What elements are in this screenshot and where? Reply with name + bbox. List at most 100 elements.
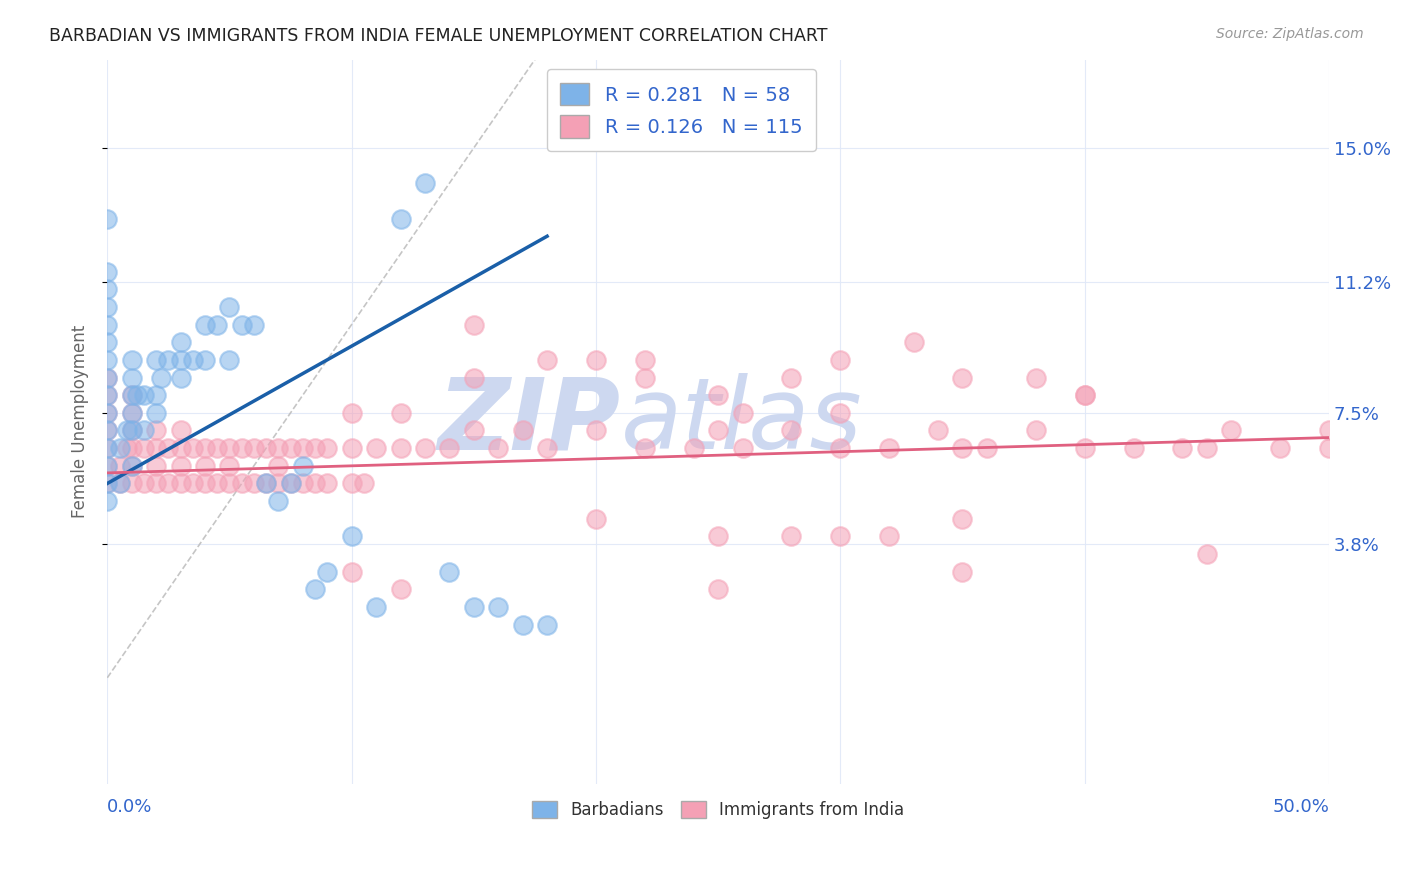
Point (169, 458, 191, 473)
Point (340, 441, 363, 455)
Point (830, 441, 852, 455)
Point (389, 406, 412, 420)
Point (96, 352, 118, 367)
Point (169, 335, 191, 350)
Point (439, 441, 461, 455)
Point (1073, 388, 1095, 402)
Point (304, 582, 326, 597)
Point (585, 512, 607, 526)
Point (536, 441, 558, 455)
Point (952, 441, 974, 455)
Point (291, 476, 314, 491)
Point (132, 441, 155, 455)
Point (463, 424, 485, 438)
Point (512, 424, 534, 438)
Point (280, 476, 302, 491)
Point (439, 565, 461, 579)
Point (96, 300, 118, 314)
Point (830, 352, 852, 367)
Point (218, 300, 240, 314)
Point (121, 476, 143, 491)
Point (877, 441, 900, 455)
Point (121, 406, 143, 420)
Point (280, 441, 302, 455)
Text: ZIP: ZIP (437, 373, 620, 470)
Point (96, 318, 118, 332)
Point (952, 565, 974, 579)
Point (243, 441, 266, 455)
Point (291, 458, 314, 473)
Point (157, 441, 180, 455)
Point (634, 441, 657, 455)
Point (96, 458, 118, 473)
Point (231, 441, 253, 455)
Point (389, 582, 412, 597)
Point (364, 600, 387, 615)
Point (108, 458, 131, 473)
Point (927, 424, 949, 438)
Point (707, 582, 730, 597)
Point (115, 424, 138, 438)
Point (634, 352, 657, 367)
Point (316, 476, 339, 491)
Point (707, 388, 730, 402)
Point (145, 441, 167, 455)
Point (731, 441, 754, 455)
Point (96, 476, 118, 491)
Point (707, 529, 730, 543)
Point (96, 441, 118, 455)
Point (121, 424, 143, 438)
Text: Source: ZipAtlas.com: Source: ZipAtlas.com (1216, 27, 1364, 41)
Point (780, 370, 803, 384)
Point (218, 458, 240, 473)
Point (512, 617, 534, 632)
Point (389, 441, 412, 455)
Point (1171, 441, 1194, 455)
Point (536, 352, 558, 367)
Point (96, 424, 118, 438)
Point (181, 476, 204, 491)
Point (145, 458, 167, 473)
Point (463, 370, 485, 384)
Point (121, 458, 143, 473)
Point (731, 406, 754, 420)
Point (121, 406, 143, 420)
Point (304, 441, 326, 455)
Point (145, 406, 167, 420)
Point (96, 406, 118, 420)
Point (96, 494, 118, 508)
Point (218, 441, 240, 455)
Point (340, 565, 363, 579)
Point (254, 476, 277, 491)
Point (976, 441, 998, 455)
Point (108, 476, 131, 491)
Point (169, 476, 191, 491)
Point (1220, 424, 1243, 438)
Point (1073, 441, 1095, 455)
Point (121, 458, 143, 473)
Point (291, 441, 314, 455)
Point (267, 476, 290, 491)
Point (316, 441, 339, 455)
Point (132, 388, 155, 402)
Point (780, 529, 803, 543)
Point (121, 370, 143, 384)
Point (1073, 388, 1095, 402)
Point (340, 476, 363, 491)
Point (1025, 424, 1047, 438)
Point (463, 318, 485, 332)
Point (267, 494, 290, 508)
Point (121, 352, 143, 367)
Point (181, 441, 204, 455)
Point (108, 441, 131, 455)
Point (96, 370, 118, 384)
Point (121, 388, 143, 402)
Text: atlas: atlas (620, 373, 862, 470)
Point (194, 476, 217, 491)
Point (169, 441, 191, 455)
Point (1268, 441, 1291, 455)
Point (132, 424, 155, 438)
Point (157, 352, 180, 367)
Point (121, 424, 143, 438)
Point (125, 388, 148, 402)
